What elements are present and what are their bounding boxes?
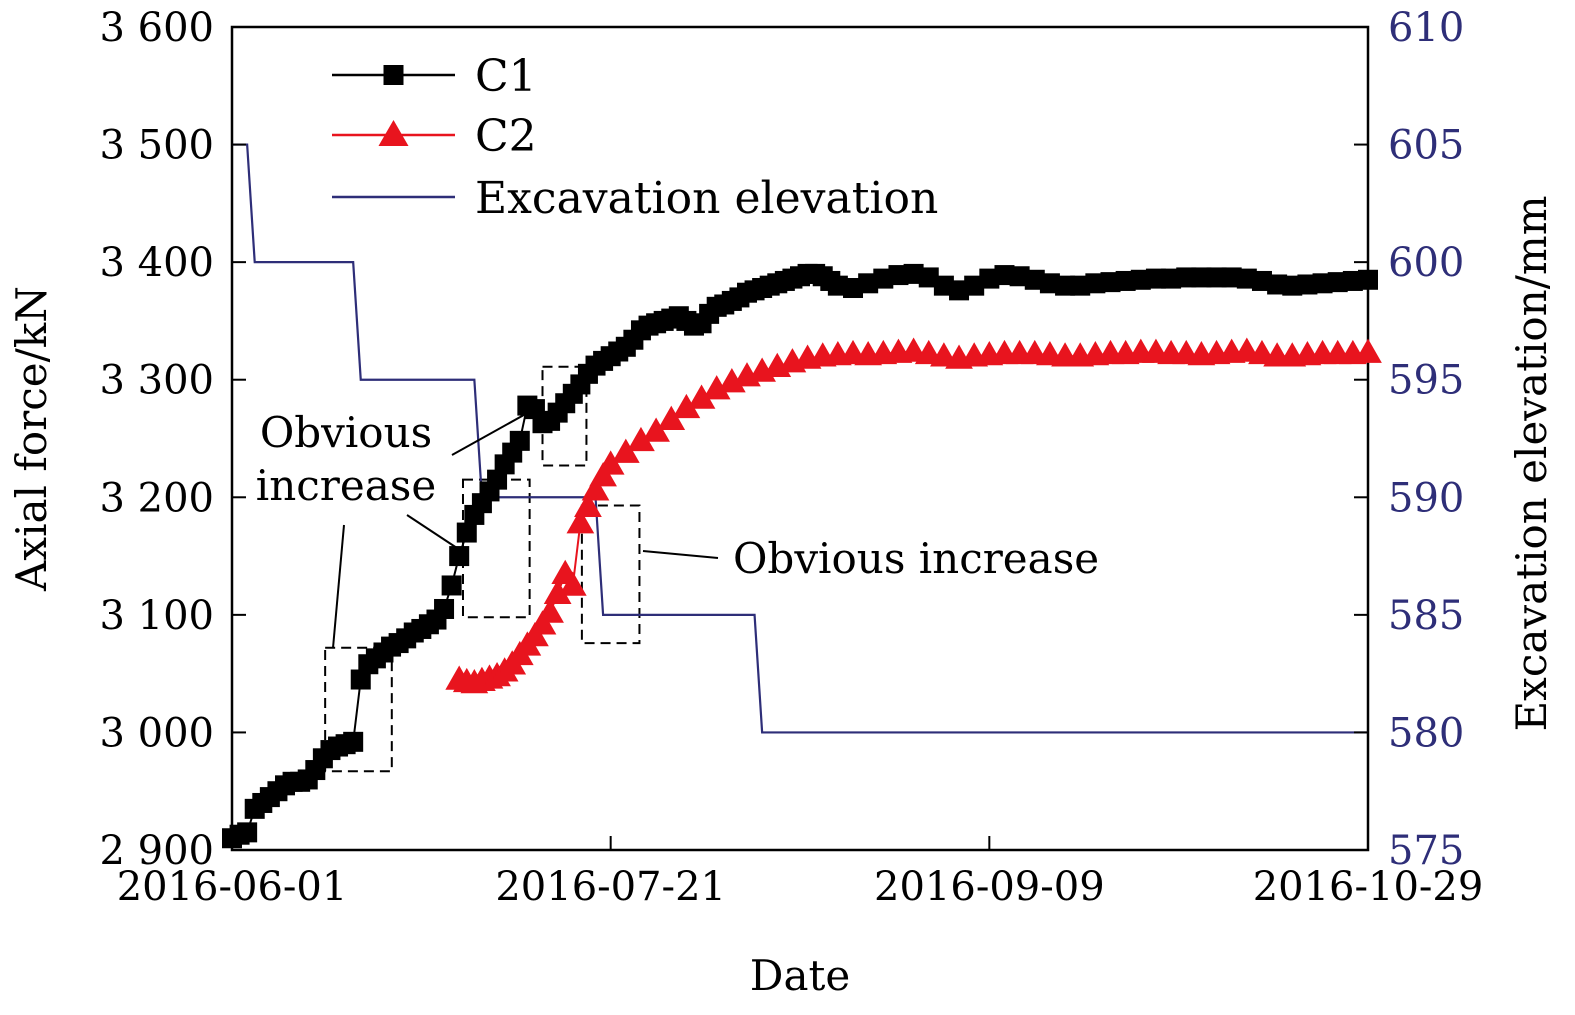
c2-line	[458, 350, 1369, 685]
c1-point	[1191, 267, 1212, 288]
legend-c1-marker	[383, 65, 404, 85]
y-tick-label: 3 100	[99, 593, 214, 639]
c1-point	[434, 598, 455, 619]
y2-axis-title: Excavation elevation/mm	[1507, 195, 1556, 731]
c1-point	[1342, 270, 1363, 291]
c1-point	[1070, 275, 1091, 296]
y2-tick-label: 585	[1388, 593, 1464, 639]
c1-point	[1358, 269, 1378, 290]
y-tick-label: 3 600	[99, 5, 214, 51]
c1-point	[1251, 270, 1272, 291]
c1-point	[1221, 267, 1242, 288]
x-tick-label: 2016-06-01	[117, 864, 348, 910]
c1-point	[888, 265, 909, 286]
annotation-1-line-2: increase	[256, 461, 436, 510]
c1-point	[441, 575, 462, 596]
y-axis-title: Axial force/kN	[7, 286, 56, 592]
c1-point	[343, 731, 364, 752]
legend-c2-marker	[378, 120, 409, 146]
c2-point	[574, 492, 602, 517]
y-tick-label: 2 900	[99, 828, 214, 874]
y2-tick-label: 595	[1388, 358, 1464, 404]
series-layer	[222, 143, 1382, 849]
y2-tick-label: 605	[1388, 123, 1464, 169]
c1-point	[1312, 273, 1333, 294]
y2-tick-label: 610	[1388, 5, 1464, 51]
c1-point	[873, 268, 894, 289]
c1-point	[449, 546, 470, 567]
axes-layer: 2 900 3 000 3 100 3 200 3 300 3 400 3 500 3 600…	[7, 5, 1556, 1000]
x-tick-label: 2016-09-09	[874, 864, 1105, 910]
y-tick-label: 3 200	[99, 475, 214, 521]
annotation-1-leader	[451, 405, 541, 456]
annotation-1-line-1: Obvious	[260, 408, 432, 457]
c1-point	[1130, 269, 1151, 290]
c2-point	[581, 476, 610, 501]
x-axis-title: Date	[750, 951, 850, 1000]
c1-point	[1024, 269, 1045, 290]
c1-point	[1206, 267, 1227, 288]
c1-point	[979, 268, 1000, 289]
x-tick-label: 2016-10-29	[1253, 864, 1484, 910]
legend: C1 C2 Excavation elevation	[332, 51, 938, 224]
c2-point	[558, 571, 587, 596]
annotation-1-leader	[332, 524, 345, 649]
c2-point	[536, 598, 564, 623]
c1-point	[1115, 270, 1136, 291]
c1-point	[1085, 273, 1106, 294]
c1-point	[350, 669, 371, 690]
excavation-elevation-line	[232, 143, 1368, 734]
annotation-2-leader	[642, 550, 719, 559]
c1-point	[1282, 275, 1303, 296]
y2-tick-label: 580	[1388, 710, 1464, 756]
annotation-1-leader	[406, 514, 464, 553]
legend-c2-label: C2	[475, 111, 537, 162]
c1-point	[237, 822, 258, 843]
c1-point	[487, 469, 508, 490]
legend-excavation-label: Excavation elevation	[475, 173, 938, 224]
dashed-highlight-box	[541, 365, 588, 467]
y-tick-label: 3 400	[99, 240, 214, 286]
c1-point	[1100, 272, 1121, 293]
c1-point	[1145, 268, 1166, 289]
c1-point	[1327, 272, 1348, 293]
y-tick-label: 3 000	[99, 710, 214, 756]
c1-point	[1176, 267, 1197, 288]
c1-point	[918, 267, 939, 288]
c1-point	[858, 273, 879, 294]
c1-point	[1009, 266, 1030, 287]
c1-point	[964, 275, 985, 296]
c1-point	[1161, 268, 1182, 289]
y2-tick-label: 590	[1388, 475, 1464, 521]
y2-tick-label: 575	[1388, 828, 1464, 874]
c2-point	[1354, 338, 1382, 363]
c2-point	[566, 509, 595, 534]
dashed-highlight-box	[324, 646, 393, 773]
y-tick-label: 3 500	[99, 123, 214, 169]
c1-point	[1267, 274, 1288, 295]
c1-point	[1039, 273, 1060, 294]
annotation-2-label: Obvious increase	[733, 534, 1099, 583]
c1-point	[827, 275, 848, 296]
legend-c1-label: C1	[475, 51, 537, 102]
dashed-highlight-box	[580, 504, 641, 645]
plot-frame	[230, 25, 1370, 852]
y2-tick-label: 600	[1388, 240, 1464, 286]
y-tick-label: 3 300	[99, 358, 214, 404]
c1-point	[903, 263, 924, 284]
c1-point	[1297, 274, 1318, 295]
c1-point	[994, 265, 1015, 286]
c1-point	[1055, 275, 1076, 296]
c1-point	[509, 430, 530, 451]
c1-point	[949, 280, 970, 301]
c1-point	[456, 522, 477, 543]
x-tick-label: 2016-07-21	[495, 864, 726, 910]
c1-point	[1236, 268, 1257, 289]
c1-point	[933, 275, 954, 296]
plot-border	[230, 25, 1370, 852]
c1-point	[843, 278, 864, 299]
